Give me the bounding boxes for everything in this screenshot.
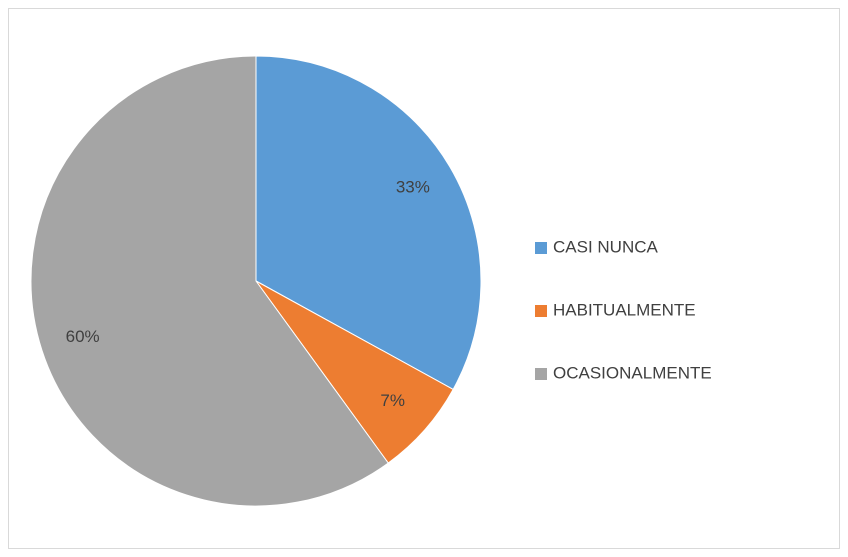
legend-swatch <box>535 242 547 254</box>
data-label: 7% <box>380 391 405 410</box>
legend-label: OCASIONALMENTE <box>553 363 712 382</box>
legend-label: HABITUALMENTE <box>553 300 696 319</box>
legend-label: CASI NUNCA <box>553 237 659 256</box>
pie-slice <box>255 55 482 391</box>
legend-swatch <box>535 368 547 380</box>
legend-swatch <box>535 305 547 317</box>
pie-slice <box>30 55 389 507</box>
data-label: 33% <box>396 178 430 197</box>
data-label: 60% <box>66 327 100 346</box>
